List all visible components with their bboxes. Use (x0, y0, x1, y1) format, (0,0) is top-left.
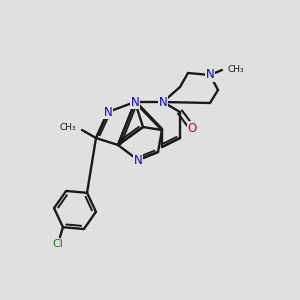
Text: N: N (206, 68, 214, 82)
Text: N: N (134, 154, 142, 166)
Text: CH₃: CH₃ (228, 64, 244, 74)
Text: N: N (103, 106, 112, 118)
Text: O: O (188, 122, 196, 134)
Text: CH₃: CH₃ (59, 124, 76, 133)
Text: N: N (130, 95, 140, 109)
Text: N: N (159, 95, 167, 109)
Text: Cl: Cl (52, 239, 63, 249)
